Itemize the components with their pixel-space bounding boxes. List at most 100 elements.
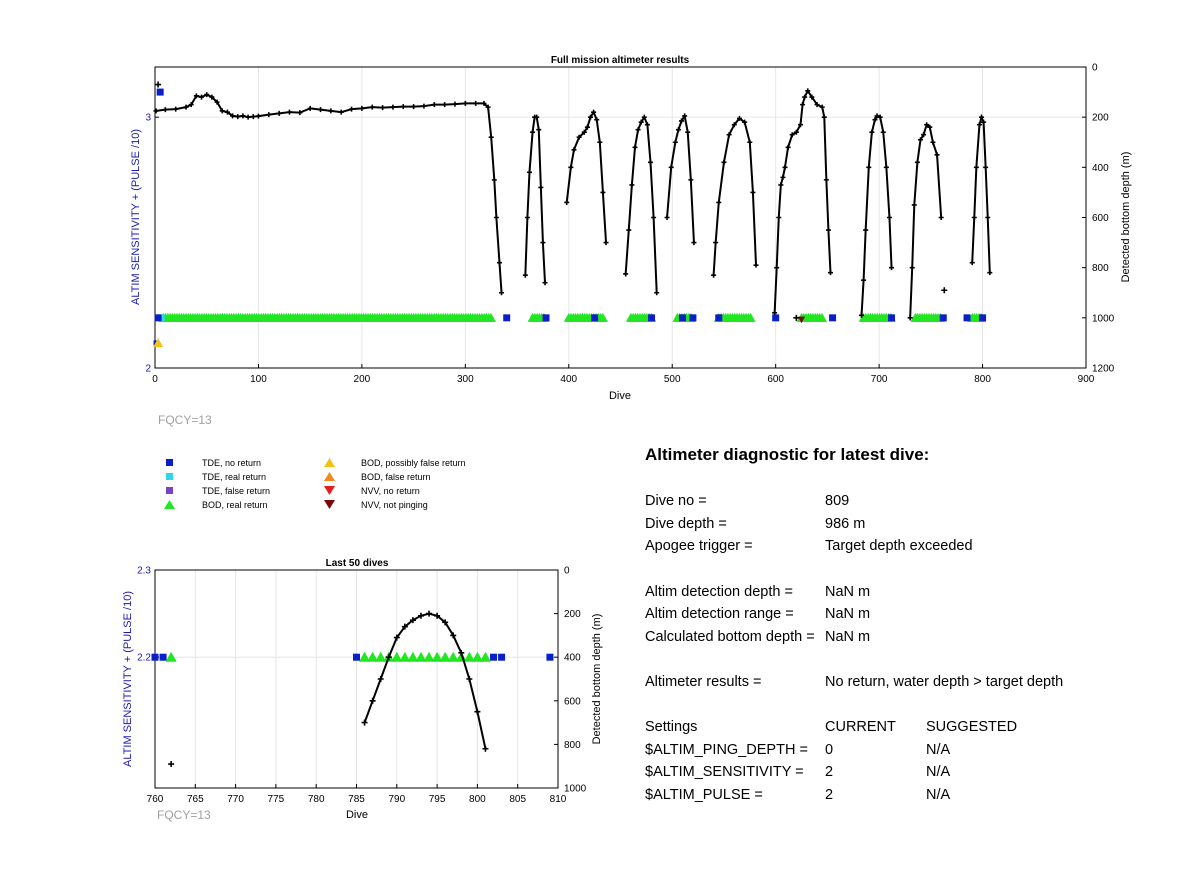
x-tick-label: 300 (457, 374, 474, 385)
tde-no-return-marker (939, 314, 947, 322)
dive-no-value: 809 (825, 493, 850, 509)
bottom-depth-point (785, 144, 791, 150)
y-left-tick-label: 2 (145, 364, 151, 375)
bottom-depth-point (776, 215, 782, 220)
diagnostic-title: Altimeter diagnostic for latest dive: (645, 445, 930, 464)
bod-real-return-marker (597, 312, 608, 322)
tde-no-return-marker (979, 314, 987, 322)
legend-label: BOD, possibly false return (361, 458, 466, 468)
bottom-depth-point (883, 164, 889, 170)
bottom-depth-point (809, 94, 815, 100)
tde-no-return-marker (648, 314, 656, 322)
bottom-depth-point (442, 619, 449, 626)
bottom-depth-outlier (793, 314, 800, 321)
bottom-depth-point (629, 182, 635, 188)
bottom-depth-point (713, 240, 719, 246)
bottom-depth-point (250, 114, 256, 120)
current-header: CURRENT (825, 719, 896, 735)
bottom-depth-point (635, 127, 641, 133)
bottom-depth-point (474, 708, 481, 715)
bottom-depth-point (411, 104, 417, 110)
tde-no-return-marker (159, 653, 167, 661)
bod-real-return-marker (447, 651, 459, 662)
triangle-up-marker-icon (324, 472, 335, 481)
bottom-depth-point (716, 199, 722, 205)
bottom-depth-point (814, 102, 820, 108)
bottom-depth-point (591, 109, 597, 115)
bottom-depth-point (802, 94, 808, 100)
x-tick-label: 780 (308, 794, 325, 805)
bottom-depth-point (917, 137, 923, 143)
bod-possibly-false-marker (153, 337, 164, 347)
bottom-depth-point (711, 272, 717, 278)
bottom-depth-point (369, 697, 376, 704)
bottom-depth-point (654, 290, 660, 296)
bottom-depth-point (736, 115, 742, 121)
ping-depth-current: 0 (825, 742, 834, 758)
bottom-depth-line (363, 612, 487, 749)
y-right-tick-label: 400 (1092, 163, 1109, 174)
results-label: Altimeter results = (645, 674, 762, 690)
bottom-depth-point (827, 270, 833, 276)
bottom-depth-point (286, 109, 292, 115)
bottom-depth-point (889, 265, 895, 271)
bottom-depth-point (675, 127, 681, 133)
bottom-depth-point (644, 122, 650, 128)
bottom-depth-point (568, 164, 574, 170)
tde-no-return-marker (154, 314, 162, 322)
bottom-depth-line (565, 109, 608, 243)
bottom-depth-point (821, 114, 827, 120)
bottom-depth-point (886, 215, 892, 220)
legend-item-tde-false-return: TDE, false return (160, 486, 270, 496)
bottom-depth-point (193, 93, 199, 99)
bottom-depth-point (647, 159, 653, 165)
bottom-depth-point (979, 114, 985, 120)
y-right-tick-label: 800 (1092, 263, 1109, 274)
bottom-depth-point (522, 272, 528, 278)
bottom-depth-point (924, 122, 930, 128)
tde-no-return-marker (490, 653, 498, 661)
tde-no-return-marker (156, 88, 164, 96)
calc-bottom-label: Calculated bottom depth = (645, 629, 815, 645)
legend-label: TDE, false return (202, 486, 271, 496)
detect-depth-value: NaN m (825, 584, 871, 600)
nvv-not-pinging-marker (798, 316, 806, 324)
bottom-depth-point (255, 113, 261, 119)
bottom-depth-point (385, 654, 392, 661)
bottom-depth-line (524, 116, 546, 283)
bottom-depth-point (536, 127, 542, 133)
bottom-depth-point (493, 215, 499, 220)
bottom-depth-point (641, 114, 647, 120)
bottom-depth-point (297, 110, 303, 116)
bottom-depth-point (328, 108, 334, 114)
bod-real-return-marker (391, 651, 403, 662)
bod-real-return-marker (463, 651, 475, 662)
legend-item-nvv-not-pinging: NVV, not pinging (320, 500, 428, 510)
y-right-tick-label: 1000 (564, 784, 587, 795)
bottom-depth-point (861, 277, 867, 283)
calc-bottom-value: NaN m (825, 629, 871, 645)
x-tick-label: 200 (354, 374, 371, 385)
legend-item-tde-real-return: TDE, real return (160, 472, 266, 482)
bottom-depth-point (359, 105, 365, 111)
bottom-depth-point (800, 102, 806, 108)
bottom-depth-point (869, 129, 875, 135)
bod-real-return-marker (165, 651, 177, 662)
bottom-depth-point (825, 227, 831, 233)
legend-label: TDE, real return (202, 472, 267, 482)
bottom-depth-point (349, 106, 355, 112)
bottom-depth-point (789, 132, 795, 138)
bottom-depth-point (153, 108, 159, 114)
bottom-depth-point (361, 719, 368, 726)
legend-label: BOD, real return (202, 500, 268, 510)
x-tick-label: 795 (429, 794, 446, 805)
bottom-depth-point (224, 109, 230, 115)
tde-no-return-marker (888, 314, 896, 322)
bottom-chart-title: Last 50 dives (326, 558, 389, 569)
bottom-depth-point (772, 310, 778, 316)
bottom-depth-point (219, 108, 225, 114)
dive-no-label: Dive no = (645, 493, 707, 509)
bottom-depth-point (400, 104, 406, 110)
tde-no-return-marker (503, 314, 511, 322)
bottom-depth-point (668, 164, 674, 170)
